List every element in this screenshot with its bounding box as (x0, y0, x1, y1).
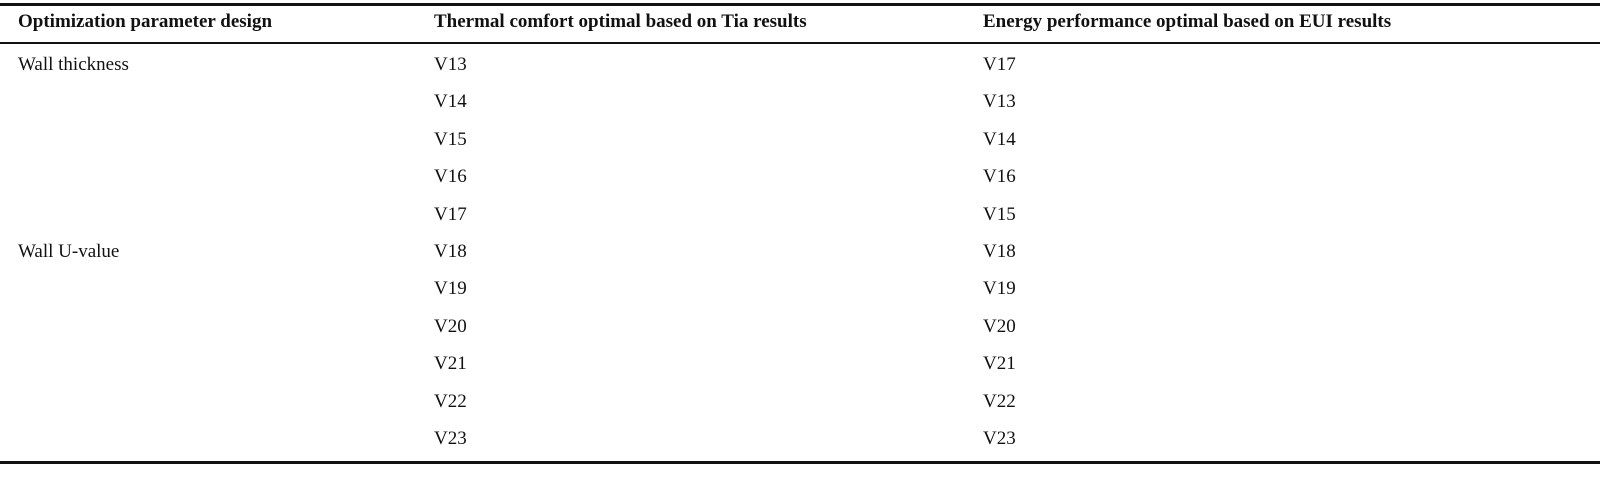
header-cell: Energy performance optimal based on EUI … (983, 11, 1392, 32)
group-label: Wall thickness (18, 54, 129, 75)
table-cell: V14 (983, 128, 1016, 150)
table-cell: V17 (434, 203, 467, 225)
table-cell: V19 (983, 278, 1016, 300)
group-label: Wall U-value (18, 241, 120, 262)
table-cell: V13 (434, 54, 467, 75)
table-cell: V20 (434, 315, 467, 337)
table-cell: V18 (434, 241, 467, 262)
table-cell: V23 (983, 428, 1016, 449)
header-cell: Thermal comfort optimal based on Tia res… (434, 11, 807, 32)
table-cell: V15 (983, 203, 1016, 225)
table-cell: V22 (434, 390, 467, 412)
table-cell: V18 (983, 241, 1016, 262)
table-cell: V15 (434, 128, 467, 150)
header-cell: Optimization parameter design (18, 11, 273, 32)
table-cell: V13 (983, 91, 1016, 113)
table-cell: V22 (983, 390, 1016, 412)
table-cell: V19 (434, 278, 467, 300)
bottom-rule (0, 461, 1600, 464)
table-cell: V17 (983, 54, 1016, 75)
table-cell: V23 (434, 428, 467, 449)
header-rule (0, 42, 1600, 44)
table-cell: V21 (434, 353, 467, 375)
table-cell: V14 (434, 91, 467, 113)
table-cell: V20 (983, 315, 1016, 337)
table-cell: V16 (983, 166, 1016, 188)
table-cell: V16 (434, 166, 467, 188)
top-rule (0, 3, 1600, 6)
table-cell: V21 (983, 353, 1016, 375)
